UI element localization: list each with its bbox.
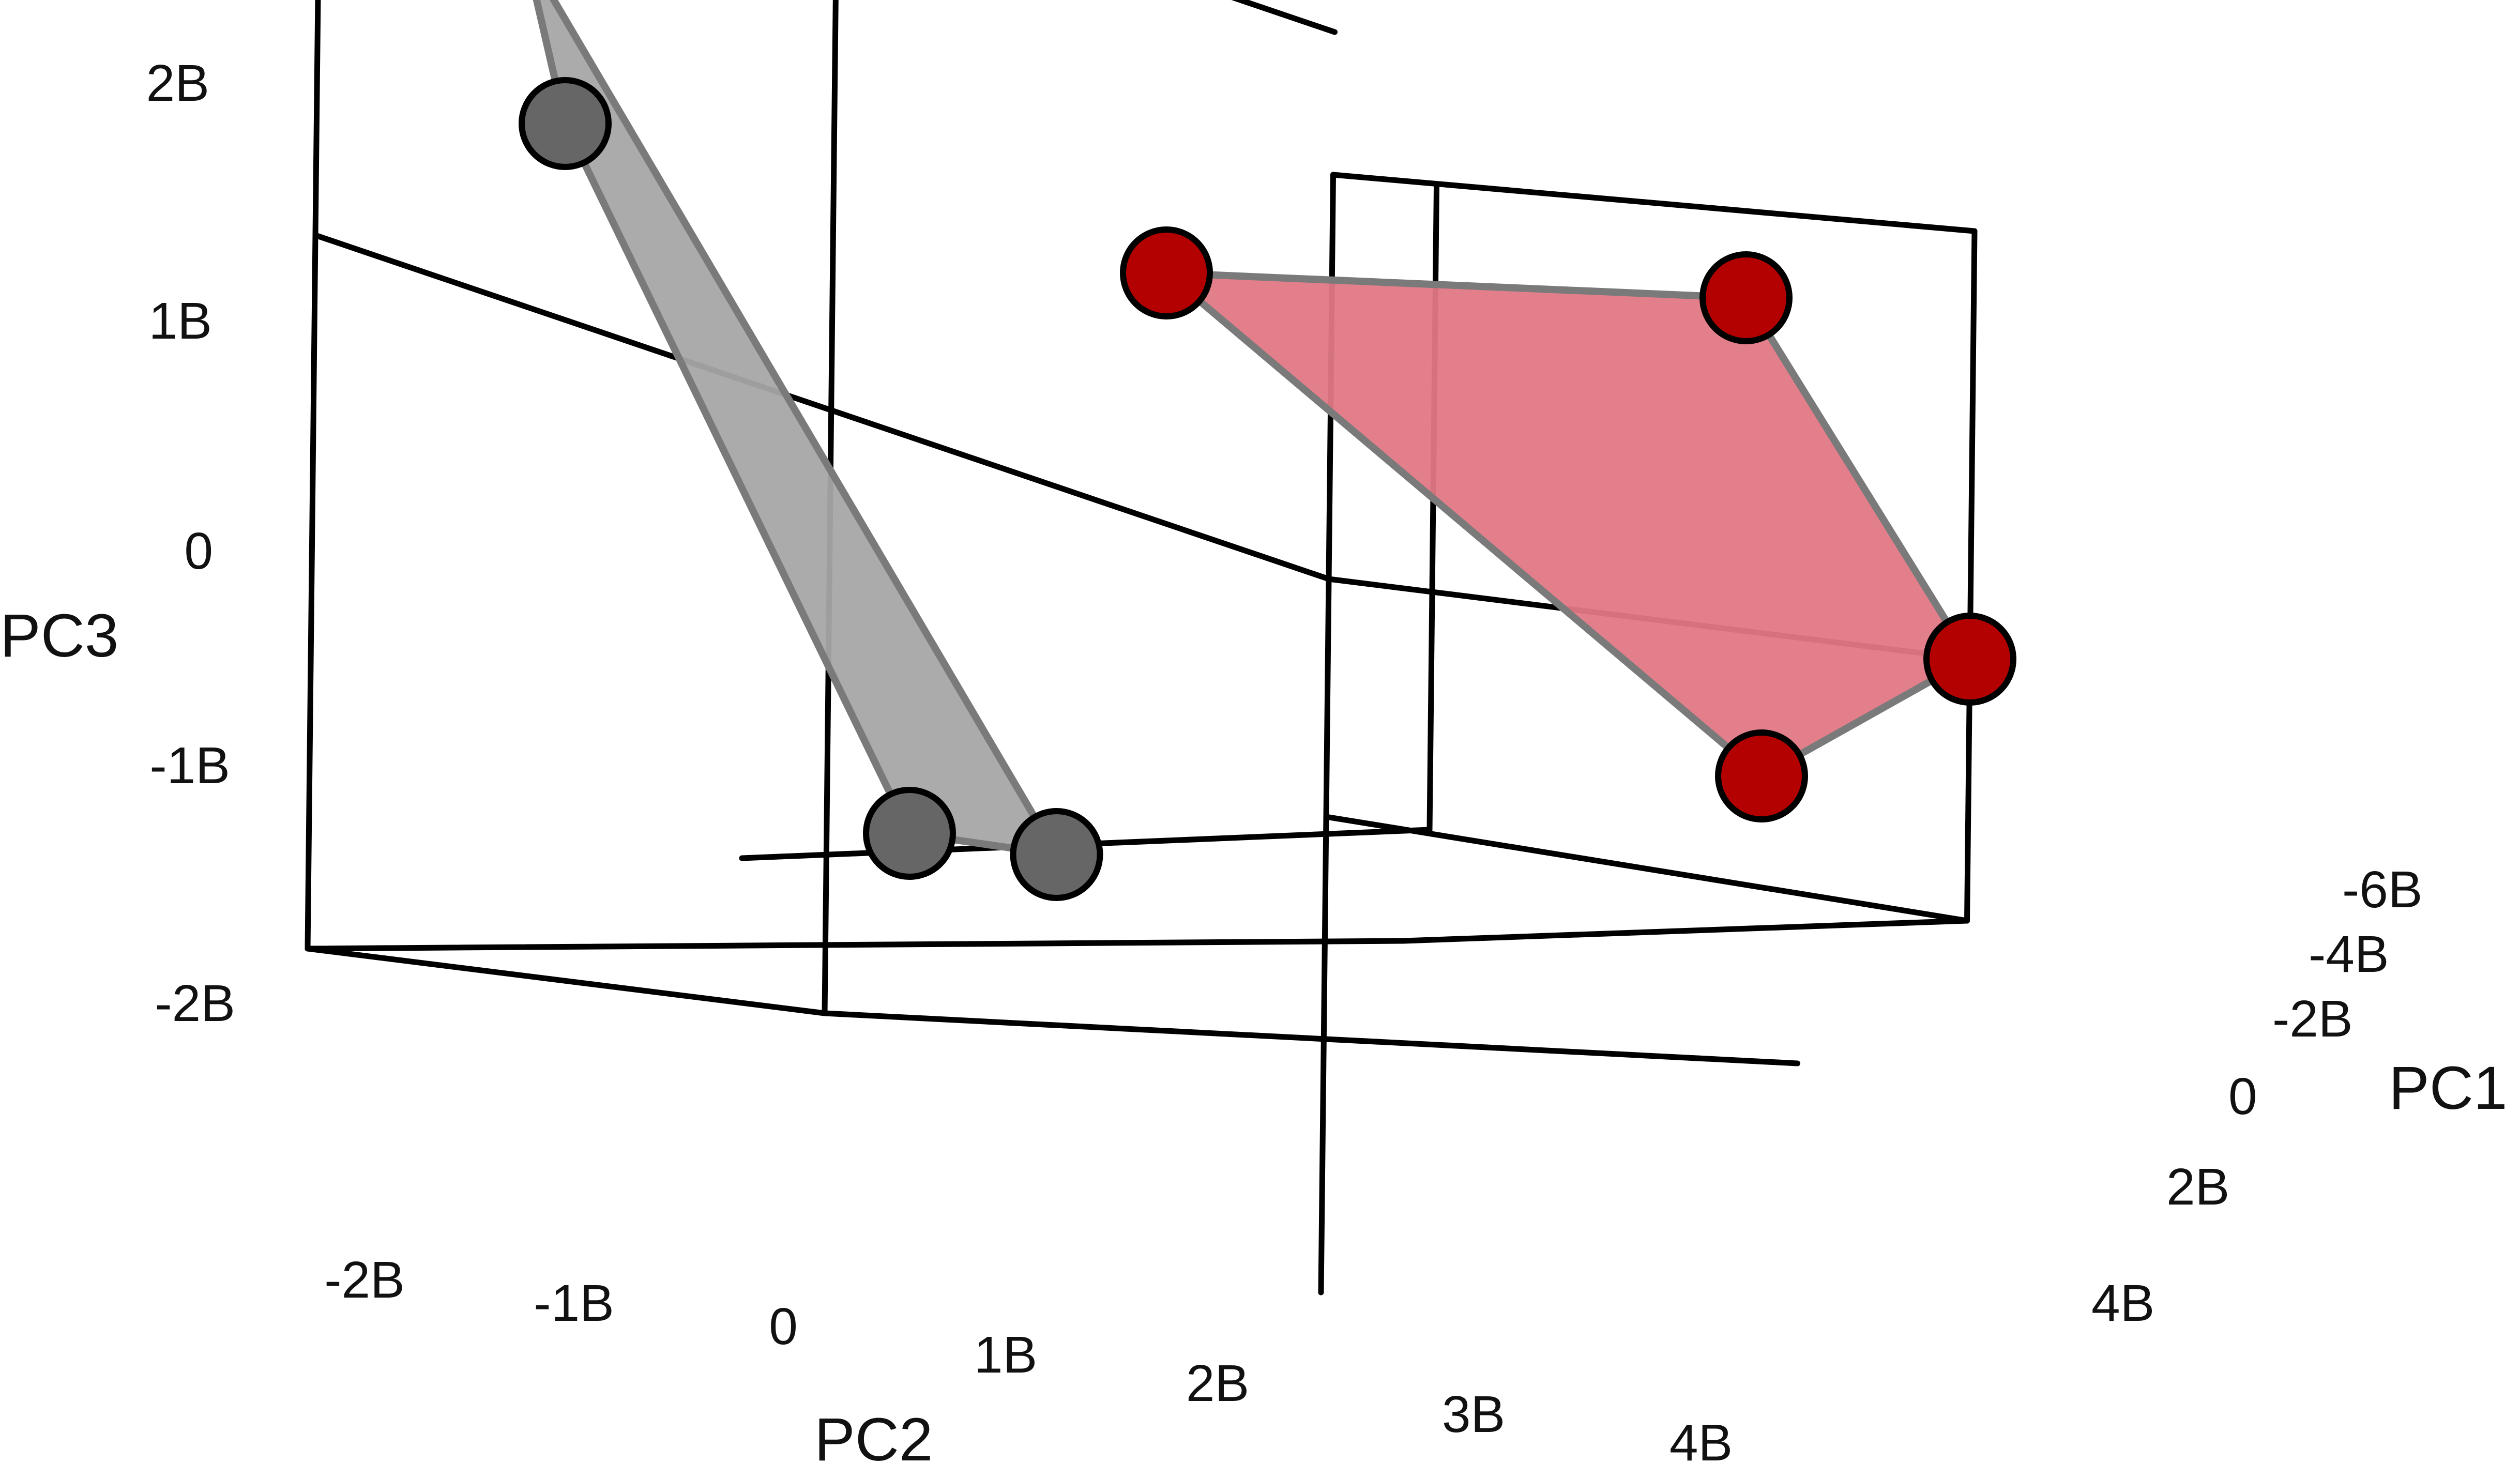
left-wall-edge (305, 0, 321, 952)
pc3-tick-label: 2B (146, 54, 209, 112)
pc3-tick-label: 1B (149, 292, 212, 350)
data-point (1010, 808, 1103, 901)
pc2-axis-title: PC2 (814, 1406, 933, 1474)
pc3-tick-labels: 2B 1B 0 -1B -2B (146, 54, 235, 1032)
pc1-axis-title: PC1 (2389, 1054, 2508, 1122)
pc3-axis-title: PC3 (0, 602, 119, 670)
data-point (1120, 226, 1213, 319)
back-wall-edge (1323, 814, 1970, 924)
pc3-tick-label: -1B (149, 737, 230, 795)
floor-edge (305, 938, 1407, 952)
pc2-tick-label: 1B (974, 1326, 1037, 1384)
pc2-tick-label: -2B (324, 1251, 405, 1309)
pc1-tick-label: -6B (2342, 861, 2423, 919)
left-wall-edge (1231, 0, 1338, 35)
pc1-tick-labels: -6B -4B -2B 0 2B 4B (2091, 861, 2423, 1332)
pc2-tick-labels: -2B -1B 0 1B 2B 3B 4B (324, 1251, 1733, 1472)
pc2-tick-label: 3B (1442, 1385, 1505, 1443)
pc3-tick-label: -2B (155, 974, 235, 1032)
pc1-tick-label: -4B (2309, 925, 2389, 983)
pc2-tick-label: 0 (769, 1298, 798, 1355)
pc1-tick-label: -2B (2272, 990, 2353, 1048)
pc2-tick-label: 4B (1669, 1414, 1733, 1472)
pc2-tick-label: -1B (534, 1274, 614, 1332)
back-wall-edge (1964, 228, 1978, 924)
data-point (1715, 729, 1808, 822)
pc1-tick-label: 2B (2166, 1158, 2229, 1216)
data-point (1699, 251, 1793, 344)
data-point (863, 787, 956, 880)
pc1-tick-label: 4B (2091, 1274, 2154, 1332)
pc2-tick-label: 2B (1186, 1354, 1249, 1412)
back-wall-edge (1330, 172, 1978, 234)
group-hulls (533, 0, 1974, 858)
floor-edge (305, 946, 828, 1016)
data-point (519, 77, 612, 170)
data-point (1923, 613, 2016, 706)
group-hull-polygon (1163, 269, 1974, 780)
pc1-tick-label: 0 (2228, 1068, 2257, 1125)
floor-grid-line (822, 1010, 1800, 1066)
pc3-tick-label: 0 (184, 522, 213, 580)
floor-edge (1401, 918, 1970, 944)
left-wall-grid-line (312, 232, 1332, 582)
left-wall-grid-line (822, 0, 839, 1016)
data-points (519, 77, 2016, 901)
